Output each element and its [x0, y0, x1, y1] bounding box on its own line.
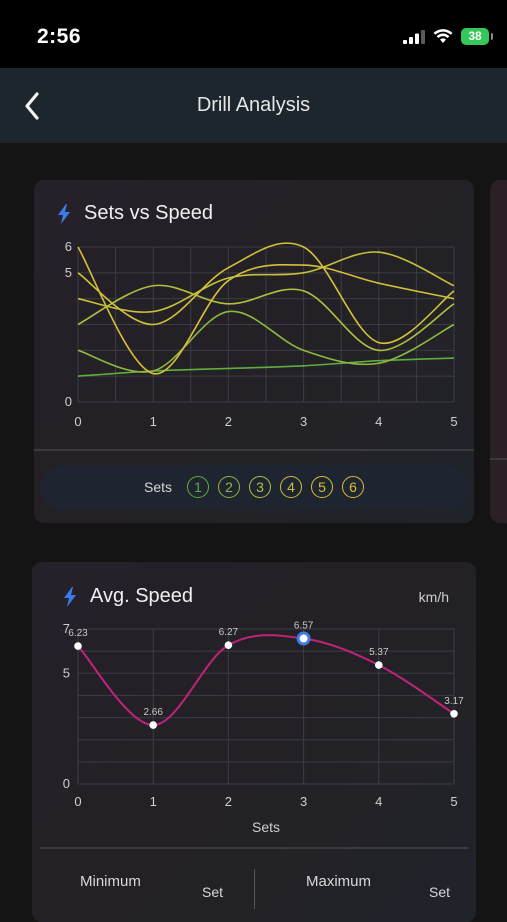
back-button[interactable]	[14, 88, 50, 124]
page-title: Drill Analysis	[196, 94, 311, 116]
avg-speed-chart: 0 1 2 3 4 5 0 5 7 Sets 6.23 2.66 6.27 6.57 5.37 3.17	[63, 621, 464, 835]
avg-card-divider	[40, 847, 468, 849]
series-line-3	[77, 284, 455, 352]
x-tick-label: 5	[450, 414, 457, 429]
set-chip-label: 3	[256, 479, 264, 495]
sets-vs-speed-chart: 0 1 2 3 4 5 0 5 6	[65, 239, 458, 429]
battery-icon: 38	[461, 28, 493, 45]
data-point	[450, 710, 458, 718]
set-chip-label: 6	[349, 479, 357, 495]
y-tick-label: 5	[65, 265, 72, 280]
y-tick-label: 0	[63, 776, 70, 791]
sets-card-title: Sets vs Speed	[84, 202, 213, 224]
speed-unit-label: km/h	[418, 589, 449, 605]
data-label: 6.57	[294, 621, 314, 632]
x-tick-label: 1	[150, 414, 157, 429]
x-tick-label: 4	[375, 414, 382, 429]
next-card-peek[interactable]	[490, 180, 507, 523]
lightning-bolt-icon	[58, 203, 70, 224]
data-point	[149, 721, 157, 729]
data-label: 3.17	[444, 696, 464, 707]
x-tick-label: 0	[74, 794, 81, 809]
status-bar: 2:56 38	[0, 0, 507, 68]
minimum-label: Minimum	[80, 873, 141, 890]
chart-grid	[77, 246, 455, 403]
series-line-4	[77, 251, 455, 313]
series-line-2	[77, 310, 455, 373]
avg-speed-card: Avg. Speed km/h 0 1 2 3 4 5 0 5 7 Sets 6.23 2.66 6.2…	[32, 562, 476, 922]
data-point	[375, 661, 383, 669]
series-line-6	[77, 246, 455, 375]
sets-card-header: Sets vs Speed	[56, 202, 213, 225]
stat-separator	[254, 869, 255, 909]
data-label: 5.37	[369, 647, 389, 658]
x-tick-label: 3	[300, 794, 307, 809]
status-icons: 38	[403, 28, 493, 45]
chart-grid	[77, 628, 455, 785]
set-selector: Sets 1 2 3 4 5 6	[40, 465, 468, 509]
peek-card-divider	[490, 458, 507, 460]
battery-level: 38	[468, 29, 482, 43]
maximum-set-label: Set	[429, 884, 451, 900]
set-chip-1[interactable]: 1	[187, 476, 209, 498]
x-tick-label: 3	[300, 414, 307, 429]
series-line-5	[77, 242, 455, 345]
data-point	[224, 641, 233, 649]
x-tick-label: 2	[225, 794, 232, 809]
y-tick-label: 6	[65, 239, 72, 254]
set-chip-3[interactable]: 3	[249, 476, 271, 498]
x-tick-label: 4	[375, 794, 382, 809]
avg-card-header: Avg. Speed	[62, 585, 193, 608]
set-chip-label: 1	[194, 479, 202, 495]
data-point-highlighted	[296, 631, 311, 646]
data-point	[74, 642, 82, 650]
x-tick-label: 1	[150, 794, 157, 809]
x-tick-label: 0	[74, 414, 81, 429]
status-time: 2:56	[37, 25, 82, 48]
cellular-signal-icon	[403, 29, 425, 44]
x-axis-label: Sets	[252, 819, 280, 835]
sets-card-divider	[34, 449, 474, 451]
set-chip-label: 5	[318, 479, 326, 495]
data-label: 6.23	[68, 628, 88, 639]
set-chip-5[interactable]: 5	[311, 476, 333, 498]
set-chip-4[interactable]: 4	[280, 476, 302, 498]
y-tick-label: 0	[65, 394, 72, 409]
set-chip-label: 2	[225, 479, 233, 495]
set-chip-6[interactable]: 6	[342, 476, 364, 498]
minimum-set-label: Set	[202, 884, 224, 900]
lightning-bolt-icon	[64, 586, 76, 607]
set-chip-label: 4	[287, 479, 295, 495]
navigation-bar: Drill Analysis	[0, 68, 507, 143]
avg-speed-line	[77, 634, 455, 727]
y-tick-label: 5	[63, 665, 70, 680]
sets-vs-speed-card: Sets vs Speed 0 1 2 3 4 5 0 5 6 Sets 1 2 3 4 5 6	[34, 180, 474, 523]
avg-card-title: Avg. Speed	[90, 585, 194, 607]
x-tick-label: 5	[450, 794, 457, 809]
wifi-icon	[433, 29, 453, 43]
data-label: 2.66	[143, 707, 163, 718]
sets-selector-label: Sets	[143, 479, 172, 495]
data-label: 6.27	[219, 627, 239, 638]
maximum-label: Maximum	[306, 873, 372, 890]
x-tick-label: 2	[225, 414, 232, 429]
chevron-left-icon	[25, 92, 39, 120]
set-chip-2[interactable]: 2	[218, 476, 240, 498]
y-tick-label: 7	[63, 621, 70, 636]
